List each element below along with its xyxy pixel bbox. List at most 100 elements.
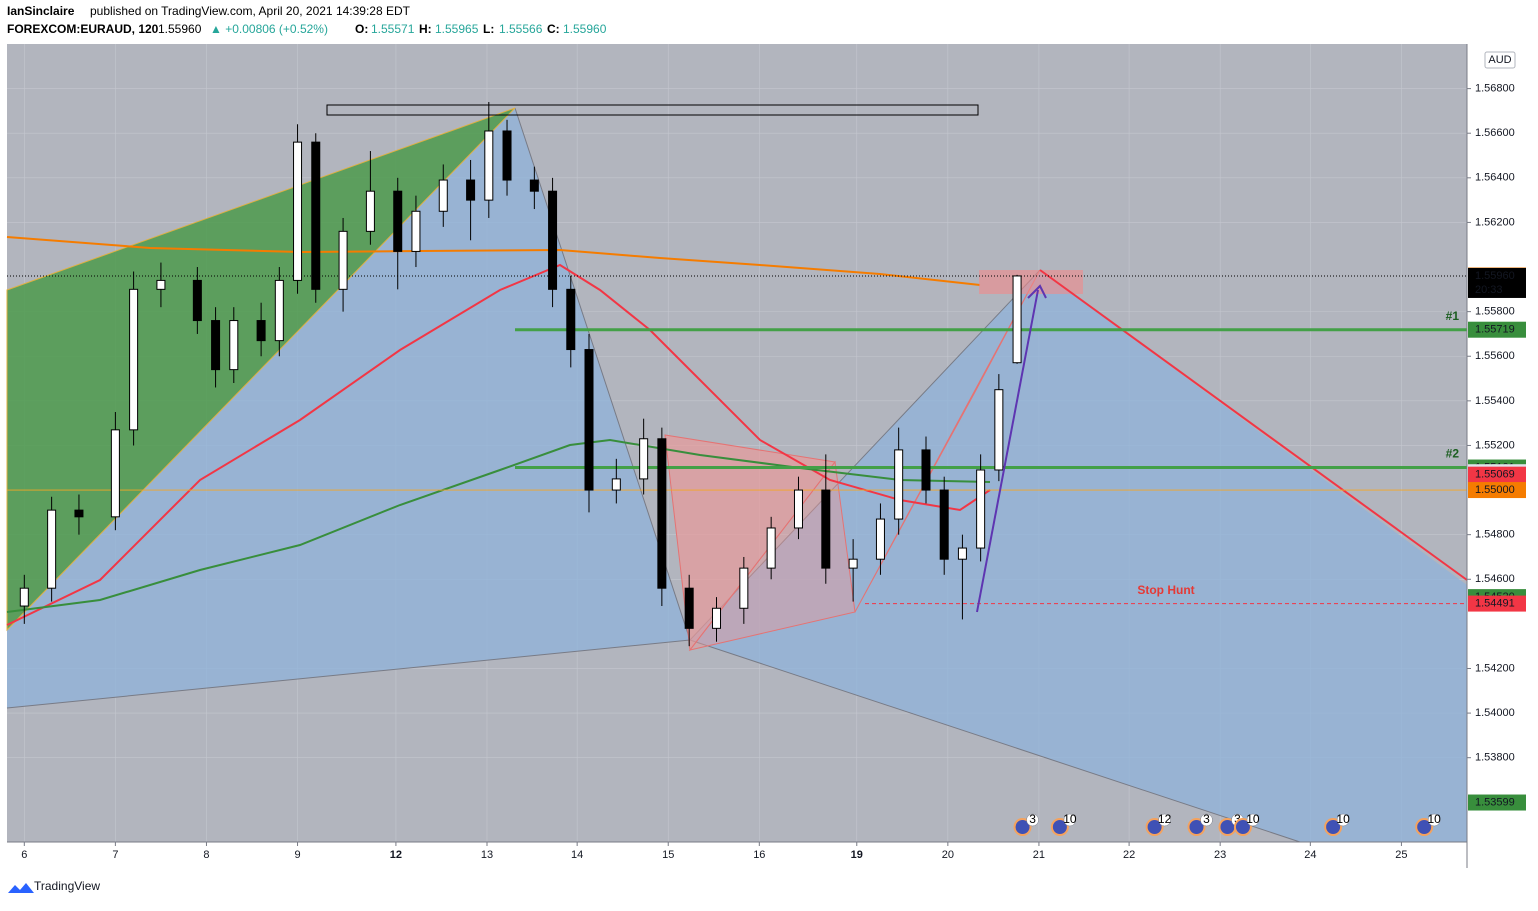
moving-average-red: [6, 263, 991, 626]
candle-body: [957, 547, 967, 560]
candle-body: [976, 469, 986, 549]
price-badge: [1468, 482, 1526, 499]
event-count-bg: [1246, 813, 1260, 827]
candles: [19, 101, 1022, 647]
ohlc-label: C:: [547, 22, 560, 36]
x-tick-label: 24: [1304, 849, 1316, 861]
pattern-xabcd-right: [690, 270, 1467, 842]
price-badge-label: 1.55000: [1475, 484, 1515, 496]
price-axis: [1467, 44, 1538, 842]
event-count: 10: [1063, 812, 1077, 826]
candle-body: [411, 210, 421, 252]
candle-body: [739, 567, 749, 609]
change: ▲ +0.00806 (+0.52%): [210, 22, 328, 36]
moving-average-orange: [6, 236, 981, 286]
event-icon: [1013, 818, 1032, 836]
target-zone: [979, 270, 1083, 294]
y-tick-label: 1.56200: [1475, 216, 1515, 228]
level-label: #2: [1446, 447, 1460, 461]
candle-body: [566, 288, 576, 351]
event-count: 3: [1029, 812, 1036, 826]
ohlc-value: 1.55965: [435, 22, 479, 36]
y-tick-label: 1.56600: [1475, 127, 1515, 139]
event-count: 12: [1158, 812, 1172, 826]
x-tick-label: 7: [112, 849, 118, 861]
published-info: published on TradingView.com, April 20, …: [90, 4, 411, 18]
candle-body: [393, 190, 403, 252]
candle-body: [994, 389, 1004, 471]
candle-body: [875, 518, 885, 560]
currency-box: [1484, 51, 1516, 69]
x-tick-label: 23: [1214, 849, 1226, 861]
price-badge-label: 1.53599: [1475, 796, 1515, 808]
pattern-xabcd-left: [7, 108, 690, 708]
x-tick-label: 22: [1123, 849, 1135, 861]
candle-body: [939, 489, 949, 560]
price-badge: [1468, 321, 1526, 338]
projection-line: [1039, 269, 1468, 581]
event-count-bg: [1063, 813, 1077, 827]
event-count: 3: [1234, 812, 1241, 826]
y-tick-label: 1.54000: [1475, 707, 1515, 719]
candle-body: [548, 190, 558, 290]
x-tick-label: 21: [1033, 849, 1045, 861]
candle-body: [466, 179, 476, 201]
candle-body: [274, 279, 284, 342]
event-count-bg: [1336, 813, 1350, 827]
candle-body: [256, 320, 266, 342]
candle-body: [1012, 275, 1022, 364]
moving-average-green: [6, 438, 991, 613]
candle-body: [684, 587, 694, 629]
event-icon: [1233, 818, 1252, 836]
price-badge: [1468, 595, 1526, 612]
candle-body: [229, 320, 239, 371]
candle-body: [129, 288, 139, 431]
candle-body: [639, 438, 649, 480]
price-badge-label: 1.55960: [1475, 270, 1515, 282]
candle-body: [311, 141, 321, 290]
event-count-bg: [1158, 813, 1171, 827]
event-icon: [1187, 818, 1206, 836]
event-count-bg: [1200, 813, 1213, 827]
candle-body: [211, 320, 221, 371]
x-tick-label: 13: [481, 849, 493, 861]
price-badge-label: 1.54491: [1475, 597, 1515, 609]
x-tick-label: 19: [851, 849, 863, 861]
x-tick-label: 16: [753, 849, 765, 861]
x-tick-label: 12: [390, 849, 402, 861]
currency: AUD: [1488, 54, 1511, 66]
candle-body: [821, 489, 831, 569]
candle-body: [293, 141, 303, 281]
candle-body: [365, 190, 375, 232]
level-label: #1: [1446, 309, 1460, 323]
countdown: 20:33: [1475, 284, 1503, 296]
rising-wedge: [6, 107, 516, 632]
candle-body: [338, 230, 348, 290]
y-tick-label: 1.54200: [1475, 662, 1515, 674]
candle-body: [611, 478, 621, 491]
y-tick-label: 1.55800: [1475, 306, 1515, 318]
y-tick-label: 1.56800: [1475, 83, 1515, 95]
y-tick-label: 1.54800: [1475, 529, 1515, 541]
candle-body: [657, 438, 667, 589]
x-tick-label: 14: [571, 849, 583, 861]
x-tick-label: 15: [662, 849, 674, 861]
event-count: 10: [1428, 812, 1442, 826]
price-badge-label: 1.55069: [1475, 469, 1515, 481]
candle-body: [74, 509, 84, 518]
candle-body: [438, 179, 448, 212]
event-count: 3: [1203, 812, 1210, 826]
candle-body: [766, 527, 776, 569]
arrow-head: [1027, 284, 1047, 299]
x-tick-label: 25: [1395, 849, 1407, 861]
projection-arrow: [976, 289, 1039, 613]
levels: #1 #2 Stop Hunt: [7, 275, 1467, 605]
event-icon: [1145, 818, 1164, 836]
logo-icon: [8, 883, 34, 893]
candle-body: [712, 607, 722, 629]
y-tick-label: 1.54600: [1475, 573, 1515, 585]
candle-body: [110, 429, 120, 518]
y-tick-label: 1.55400: [1475, 395, 1515, 407]
candle-body: [47, 509, 57, 589]
